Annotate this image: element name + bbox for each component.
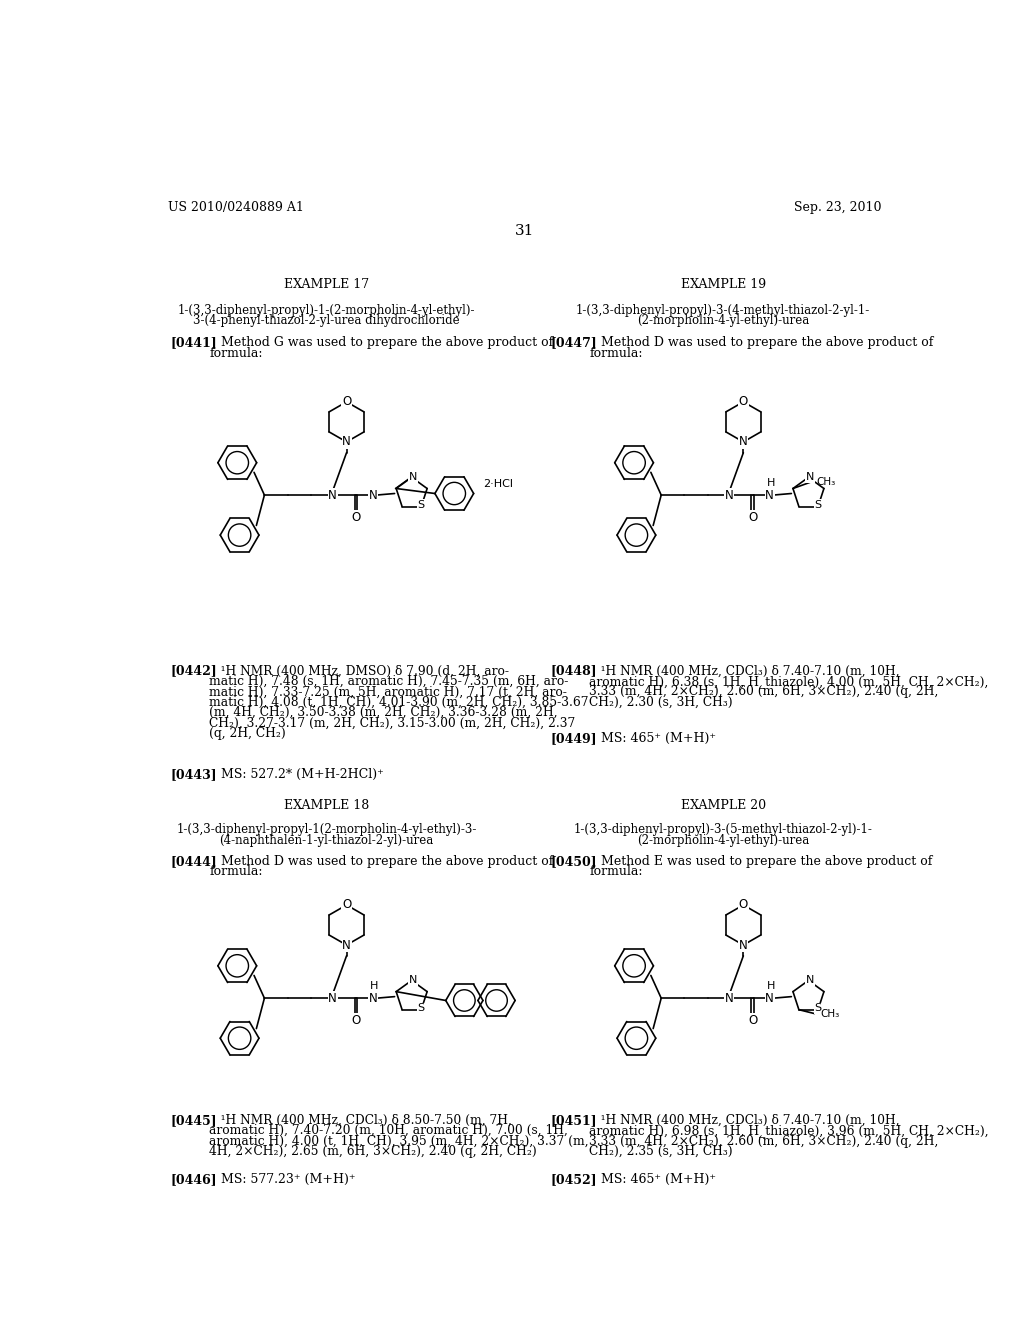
Text: MS: 527.2* (M+H-2HCl)⁺: MS: 527.2* (M+H-2HCl)⁺ xyxy=(209,768,384,781)
Text: [0444]: [0444] xyxy=(171,854,217,867)
Text: formula:: formula: xyxy=(209,347,263,359)
Text: CH₃: CH₃ xyxy=(820,1008,840,1019)
Text: 3.33 (m, 4H, 2×CH₂), 2.60 (m, 6H, 3×CH₂), 2.40 (q, 2H,: 3.33 (m, 4H, 2×CH₂), 2.60 (m, 6H, 3×CH₂)… xyxy=(589,685,939,698)
Text: N: N xyxy=(739,939,748,952)
Text: MS: 465⁺ (M+H)⁺: MS: 465⁺ (M+H)⁺ xyxy=(589,731,716,744)
Text: MS: 577.23⁺ (M+H)⁺: MS: 577.23⁺ (M+H)⁺ xyxy=(209,1172,356,1185)
Text: formula:: formula: xyxy=(589,865,643,878)
Text: 2·HCl: 2·HCl xyxy=(483,479,513,490)
Text: CH₂), 2.30 (s, 3H, CH₃): CH₂), 2.30 (s, 3H, CH₃) xyxy=(589,696,733,709)
Text: S: S xyxy=(814,500,821,510)
Text: aromatic H), 6.98 (s, 1H, H_thiazole), 3.96 (m, 5H, CH, 2×CH₂),: aromatic H), 6.98 (s, 1H, H_thiazole), 3… xyxy=(589,1125,989,1138)
Text: N: N xyxy=(806,975,814,986)
Text: (m, 4H, CH₂), 3.50-3.38 (m, 2H, CH₂), 3.36-3.28 (m, 2H,: (m, 4H, CH₂), 3.50-3.38 (m, 2H, CH₂), 3.… xyxy=(209,706,558,719)
Text: matic H), 7.48 (s, 1H, aromatic H), 7.45-7.35 (m, 6H, aro-: matic H), 7.48 (s, 1H, aromatic H), 7.45… xyxy=(209,675,568,688)
Text: EXAMPLE 20: EXAMPLE 20 xyxy=(681,799,766,812)
Text: Sep. 23, 2010: Sep. 23, 2010 xyxy=(794,201,882,214)
Text: 31: 31 xyxy=(515,224,535,239)
Text: EXAMPLE 19: EXAMPLE 19 xyxy=(681,279,766,292)
Text: N: N xyxy=(739,436,748,449)
Text: matic H), 7.33-7.25 (m, 5H, aromatic H), 7.17 (t, 2H, aro-: matic H), 7.33-7.25 (m, 5H, aromatic H),… xyxy=(209,685,567,698)
Text: CH₂), 3.27-3.17 (m, 2H, CH₂), 3.15-3.00 (m, 2H, CH₂), 2.37: CH₂), 3.27-3.17 (m, 2H, CH₂), 3.15-3.00 … xyxy=(209,717,575,730)
Text: 3-(4-phenyl-thiazol-2-yl-urea dihydrochloride: 3-(4-phenyl-thiazol-2-yl-urea dihydrochl… xyxy=(194,314,460,327)
Text: Method E was used to prepare the above product of: Method E was used to prepare the above p… xyxy=(589,854,933,867)
Text: O: O xyxy=(351,1014,360,1027)
Text: O: O xyxy=(351,511,360,524)
Text: N: N xyxy=(409,473,418,482)
Text: [0452]: [0452] xyxy=(550,1172,597,1185)
Text: N: N xyxy=(725,991,734,1005)
Text: (2-morpholin-4-yl-ethyl)-urea: (2-morpholin-4-yl-ethyl)-urea xyxy=(637,833,809,846)
Text: H: H xyxy=(767,478,775,487)
Text: O: O xyxy=(738,899,748,912)
Text: O: O xyxy=(342,899,351,912)
Text: formula:: formula: xyxy=(209,865,263,878)
Text: [0448]: [0448] xyxy=(550,664,597,677)
Text: O: O xyxy=(738,396,748,408)
Text: Method G was used to prepare the above product of: Method G was used to prepare the above p… xyxy=(209,337,554,350)
Text: 3.33 (m, 4H, 2×CH₂), 2.60 (m, 6H, 3×CH₂), 2.40 (q, 2H,: 3.33 (m, 4H, 2×CH₂), 2.60 (m, 6H, 3×CH₂)… xyxy=(589,1135,939,1147)
Text: aromatic H), 4.00 (t, 1H, CH), 3.95 (m, 4H, 2×CH₂), 3.37 (m,: aromatic H), 4.00 (t, 1H, CH), 3.95 (m, … xyxy=(209,1135,589,1147)
Text: CH₂), 2.35 (s, 3H, CH₃): CH₂), 2.35 (s, 3H, CH₃) xyxy=(589,1144,733,1158)
Text: H: H xyxy=(371,981,379,991)
Text: N: N xyxy=(765,488,774,502)
Text: N: N xyxy=(342,939,351,952)
Text: Method D was used to prepare the above product of: Method D was used to prepare the above p… xyxy=(589,337,934,350)
Text: O: O xyxy=(342,396,351,408)
Text: (4-naphthalen-1-yl-thiazol-2-yl)-urea: (4-naphthalen-1-yl-thiazol-2-yl)-urea xyxy=(219,833,433,846)
Text: matic H), 4.08 (t, 1H, CH), 4.01-3.90 (m, 2H, CH₂), 3.85-3.67: matic H), 4.08 (t, 1H, CH), 4.01-3.90 (m… xyxy=(209,696,589,709)
Text: H: H xyxy=(767,981,775,991)
Text: ¹H NMR (400 MHz, CDCl₃) δ 8.50-7.50 (m, 7H,: ¹H NMR (400 MHz, CDCl₃) δ 8.50-7.50 (m, … xyxy=(209,1114,512,1127)
Text: [0450]: [0450] xyxy=(550,854,597,867)
Text: formula:: formula: xyxy=(589,347,643,359)
Text: S: S xyxy=(418,1003,425,1014)
Text: MS: 465⁺ (M+H)⁺: MS: 465⁺ (M+H)⁺ xyxy=(589,1172,716,1185)
Text: N: N xyxy=(329,488,337,502)
Text: Method D was used to prepare the above product of: Method D was used to prepare the above p… xyxy=(209,854,554,867)
Text: ¹H NMR (400 MHz, CDCl₃) δ 7.40-7.10 (m, 10H,: ¹H NMR (400 MHz, CDCl₃) δ 7.40-7.10 (m, … xyxy=(589,1114,900,1127)
Text: 1-(3,3-diphenyl-propyl)-1-(2-morpholin-4-yl-ethyl)-: 1-(3,3-diphenyl-propyl)-1-(2-morpholin-4… xyxy=(177,304,475,317)
Text: ¹H NMR (400 MHz, DMSO) δ 7.90 (d, 2H, aro-: ¹H NMR (400 MHz, DMSO) δ 7.90 (d, 2H, ar… xyxy=(209,664,509,677)
Text: 1-(3,3-diphenyl-propyl)-3-(5-methyl-thiazol-2-yl)-1-: 1-(3,3-diphenyl-propyl)-3-(5-methyl-thia… xyxy=(573,824,872,836)
Text: EXAMPLE 18: EXAMPLE 18 xyxy=(284,799,369,812)
Text: [0449]: [0449] xyxy=(550,731,597,744)
Text: [0451]: [0451] xyxy=(550,1114,597,1127)
Text: [0445]: [0445] xyxy=(171,1114,217,1127)
Text: aromatic H), 7.40-7.20 (m, 10H, aromatic H), 7.00 (s, 1H,: aromatic H), 7.40-7.20 (m, 10H, aromatic… xyxy=(209,1125,568,1138)
Text: US 2010/0240889 A1: US 2010/0240889 A1 xyxy=(168,201,304,214)
Text: N: N xyxy=(806,473,814,482)
Text: [0441]: [0441] xyxy=(171,337,217,350)
Text: N: N xyxy=(765,991,774,1005)
Text: N: N xyxy=(409,975,418,986)
Text: [0443]: [0443] xyxy=(171,768,217,781)
Text: [0447]: [0447] xyxy=(550,337,597,350)
Text: (2-morpholin-4-yl-ethyl)-urea: (2-morpholin-4-yl-ethyl)-urea xyxy=(637,314,809,327)
Text: N: N xyxy=(369,488,377,502)
Text: EXAMPLE 17: EXAMPLE 17 xyxy=(284,279,369,292)
Text: O: O xyxy=(748,1014,758,1027)
Text: N: N xyxy=(329,991,337,1005)
Text: [0442]: [0442] xyxy=(171,664,217,677)
Text: N: N xyxy=(725,488,734,502)
Text: S: S xyxy=(814,1003,821,1014)
Text: ¹H NMR (400 MHz, CDCl₃) δ 7.40-7.10 (m, 10H,: ¹H NMR (400 MHz, CDCl₃) δ 7.40-7.10 (m, … xyxy=(589,664,900,677)
Text: 4H, 2×CH₂), 2.65 (m, 6H, 3×CH₂), 2.40 (q, 2H, CH₂): 4H, 2×CH₂), 2.65 (m, 6H, 3×CH₂), 2.40 (q… xyxy=(209,1144,538,1158)
Text: 1-(3,3-diphenyl-propyl)-3-(4-methyl-thiazol-2-yl-1-: 1-(3,3-diphenyl-propyl)-3-(4-methyl-thia… xyxy=(577,304,870,317)
Text: CH₃: CH₃ xyxy=(816,478,836,487)
Text: (q, 2H, CH₂): (q, 2H, CH₂) xyxy=(209,727,286,741)
Text: [0446]: [0446] xyxy=(171,1172,217,1185)
Text: N: N xyxy=(369,991,377,1005)
Text: N: N xyxy=(342,436,351,449)
Text: S: S xyxy=(418,500,425,510)
Text: O: O xyxy=(748,511,758,524)
Text: 1-(3,3-diphenyl-propyl-1(2-morpholin-4-yl-ethyl)-3-: 1-(3,3-diphenyl-propyl-1(2-morpholin-4-y… xyxy=(176,824,476,836)
Text: aromatic H), 6.38 (s, 1H, H_thiazole), 4.00 (m, 5H, CH, 2×CH₂),: aromatic H), 6.38 (s, 1H, H_thiazole), 4… xyxy=(589,675,988,688)
